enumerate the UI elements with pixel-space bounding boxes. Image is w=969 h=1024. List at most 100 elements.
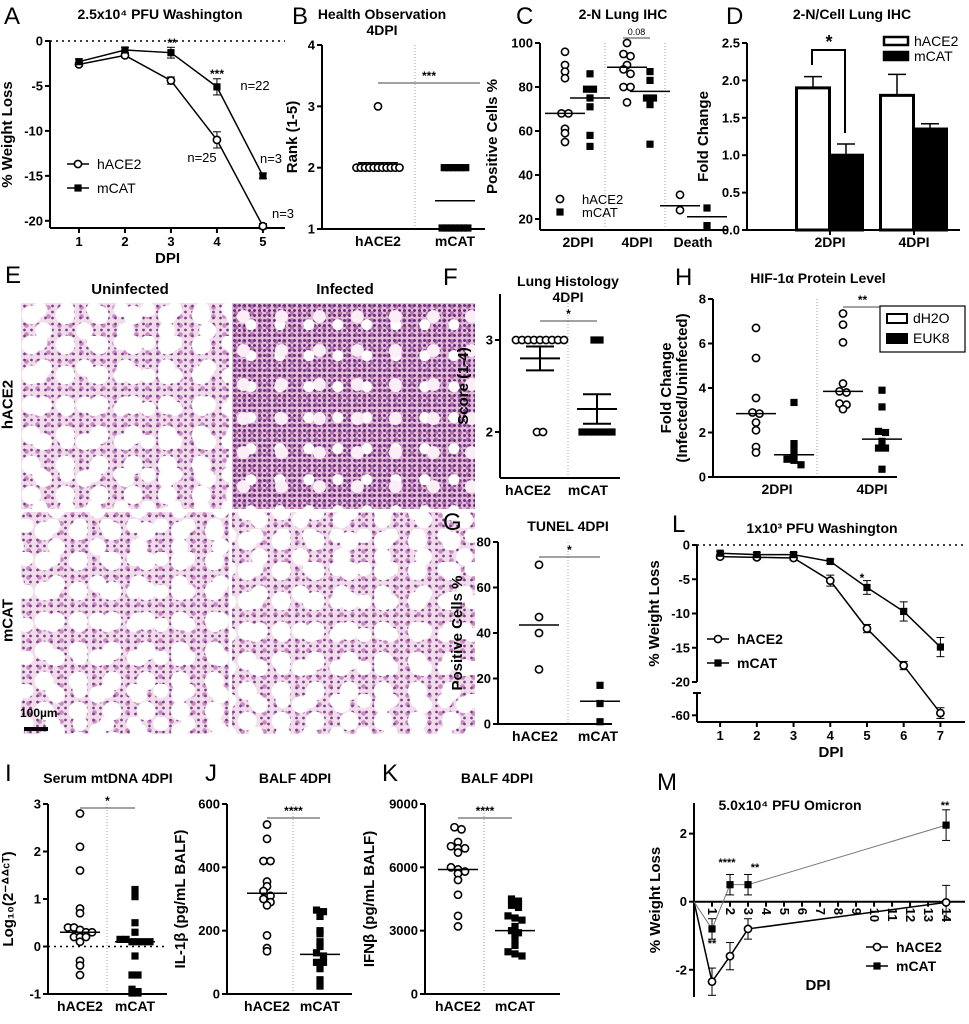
- data-point-hace2: [259, 894, 268, 904]
- x-tick-label: 2: [753, 728, 760, 743]
- data-point-hace2: [75, 842, 85, 852]
- data-point-mcat: [312, 958, 321, 966]
- y-axis-label: % Weight Loss: [647, 847, 664, 953]
- data-point-mcat: [716, 549, 724, 557]
- data-point-hace2: [725, 951, 735, 961]
- data-point-dh2o: [838, 404, 848, 414]
- data-point-mcat: [744, 881, 752, 889]
- data-point-hace2: [212, 135, 222, 145]
- data-point-hace2: [258, 221, 268, 231]
- x-tick-label: 3: [741, 908, 756, 915]
- y-tick-label: 2: [34, 844, 41, 859]
- data-point-mcat: [259, 172, 267, 180]
- data-point-hace2: [675, 205, 685, 215]
- data-point-hace2: [534, 560, 544, 570]
- data-point-mcat: [646, 140, 654, 148]
- y-tick-label: -10: [671, 606, 690, 621]
- data-point-mcat: [128, 971, 136, 979]
- data-point-mcat: [131, 928, 139, 936]
- data-point-hace2: [373, 101, 383, 111]
- y-axis-label: (Infected/Uninfected): [674, 313, 691, 462]
- data-point-dh2o: [751, 353, 761, 363]
- y-axis-label: % Weight Loss: [646, 560, 663, 666]
- legend-swatch: [886, 333, 908, 344]
- significance-label: *: [105, 794, 110, 808]
- data-point-mcat: [316, 965, 324, 973]
- x-tick-label: 8: [831, 908, 846, 915]
- data-point-mcat: [649, 94, 658, 102]
- chart-title: 2-N/Cell Lung IHC: [793, 6, 911, 22]
- data-point-mcat: [789, 550, 798, 559]
- histology-image-hace2-infected: [232, 303, 475, 509]
- legend-marker: [556, 208, 564, 216]
- y-axis-label: Rank (1-5): [284, 101, 301, 174]
- bar-mcat-4dpi: [912, 127, 948, 232]
- panel-letter: M: [657, 769, 677, 796]
- data-point-mcat: [462, 164, 470, 172]
- y-axis-label: IFNβ (pg/mL BALF): [361, 831, 378, 967]
- category-label: mCAT: [435, 233, 476, 249]
- data-point-hace2: [395, 163, 404, 173]
- y-tick-label: 2.0: [722, 73, 740, 88]
- data-point-hace2: [262, 834, 272, 844]
- x-tick-label: 7: [937, 728, 944, 743]
- data-point-mcat: [121, 46, 129, 54]
- y-tick-label: 0: [213, 987, 220, 1002]
- data-point-hace2: [936, 708, 945, 718]
- y-axis-label: % Weight Loss: [0, 81, 16, 187]
- data-point-hace2: [262, 931, 272, 940]
- category-label: mCAT: [495, 998, 536, 1014]
- scale-bar: [24, 727, 48, 731]
- data-point-mcat: [319, 952, 328, 960]
- annotation: ****: [718, 857, 736, 869]
- panel-letter: C: [516, 3, 533, 30]
- category-label: mCAT: [300, 998, 341, 1014]
- data-point-dh2o: [751, 448, 761, 457]
- data-point-dh2o: [751, 393, 761, 403]
- histology-image-hace2-uninfected: [21, 303, 229, 509]
- significance-label: ***: [422, 69, 436, 83]
- data-point-hace2: [460, 843, 470, 853]
- data-point-mcat: [457, 164, 466, 172]
- data-point-mcat: [316, 938, 324, 946]
- data-point-hace2: [75, 809, 85, 818]
- histology-image-mcat-infected: [232, 512, 475, 734]
- category-label: hACE2: [505, 482, 551, 498]
- data-point-dh2o: [748, 408, 757, 417]
- data-point-mcat: [596, 428, 604, 436]
- data-point-mcat: [507, 901, 516, 909]
- y-tick-label: 2: [308, 160, 315, 175]
- data-point-dh2o: [751, 323, 761, 333]
- y-tick-label: -5: [31, 78, 43, 93]
- y-tick-label: 0: [36, 34, 43, 49]
- category-label: 2DPI: [814, 234, 845, 250]
- data-point-mcat: [646, 68, 654, 76]
- legend-label: hACE2: [896, 939, 942, 955]
- data-point-mcat: [316, 930, 324, 938]
- data-point-mcat: [511, 935, 519, 943]
- y-tick-label: 8: [699, 292, 706, 307]
- chart-title: 4DPI: [366, 22, 397, 38]
- x-tick-label: 5: [863, 728, 870, 743]
- category-label: hACE2: [57, 998, 103, 1014]
- significance-label: *: [825, 32, 832, 52]
- data-point-mcat: [449, 164, 457, 172]
- data-point-euk8: [797, 461, 805, 469]
- data-point-hace2: [262, 946, 272, 956]
- data-point-mcat: [590, 428, 598, 436]
- data-point-hace2: [75, 961, 85, 970]
- annotation: n=25: [187, 150, 216, 165]
- data-point-hace2: [619, 82, 628, 92]
- legend-swatch: [882, 50, 910, 62]
- data-point-mcat: [442, 224, 450, 232]
- chart-title: 2-N Lung IHC: [579, 6, 668, 22]
- y-axis-label: Positive Cells %: [449, 575, 466, 690]
- data-point-hace2: [899, 661, 909, 670]
- data-point-mcat: [900, 607, 908, 616]
- legend-label: EUK8: [913, 330, 950, 346]
- data-point-hace2: [262, 820, 272, 829]
- data-point-mcat: [131, 893, 139, 901]
- y-tick-label: 60: [519, 124, 533, 139]
- data-point-mcat: [440, 164, 448, 172]
- data-point-hace2: [166, 76, 176, 85]
